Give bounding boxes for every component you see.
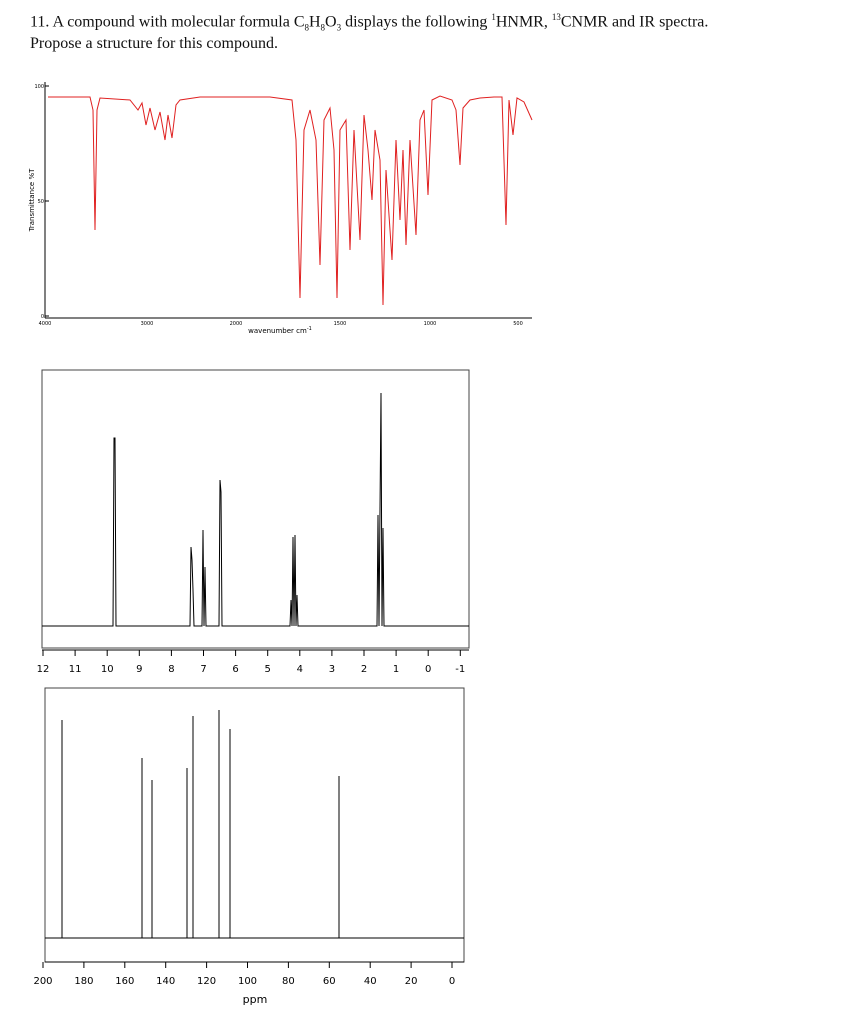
text: displays the following	[341, 13, 492, 31]
superscript: 1	[491, 12, 496, 22]
x-tick-label: 120	[197, 976, 216, 987]
text: HNMR,	[495, 13, 552, 31]
y-tick-label: 50	[38, 199, 44, 205]
ir-trace	[48, 95, 533, 306]
hnmr-trace	[42, 392, 469, 627]
x-tick-label: 0	[449, 976, 455, 987]
x-tick-label: 0	[425, 664, 431, 675]
question-number: 11.	[30, 13, 50, 31]
x-tick-label: 3	[329, 664, 335, 675]
x-tick-label: 11	[69, 664, 82, 675]
x-axis-label: ppm	[243, 993, 268, 1006]
ir-spectrum: Transmittance %T wavenumber cm-1	[28, 82, 533, 335]
x-tick-label: 40	[364, 976, 377, 987]
question-line-2: Propose a structure for this compound.	[30, 35, 278, 52]
subscript: 3	[336, 22, 342, 33]
text: O	[325, 13, 337, 31]
frame	[44, 687, 465, 963]
x-tick-label: 5	[265, 664, 271, 675]
x-tick-label: 200	[33, 976, 52, 987]
x-tick-label: 20	[405, 976, 418, 987]
x-tick-label: 500	[513, 321, 523, 327]
x-tick-label: 80	[282, 976, 295, 987]
label: wavenumber cm	[248, 327, 307, 335]
x-tick-label: 12	[37, 664, 50, 675]
y-tick-label: 100	[34, 84, 44, 90]
x-tick-label: 6	[232, 664, 238, 675]
text: CNMR and IR spectra.	[560, 13, 709, 31]
subscript: 8	[320, 22, 326, 33]
frame	[41, 369, 470, 649]
x-tick-label: 9	[136, 664, 142, 675]
x-tick-label: 4000	[39, 321, 52, 327]
y-tick-label: 0	[41, 314, 44, 320]
cnmr-peaks	[61, 710, 340, 938]
x-tick-label: 140	[156, 976, 175, 987]
x-tick-label: 2000	[230, 321, 243, 327]
x-tick-label: 100	[238, 976, 257, 987]
x-axis-label: wavenumber cm-1	[248, 326, 312, 335]
x-tick-label: 4	[297, 664, 303, 675]
x-tick-label: 3000	[141, 321, 154, 327]
x-tick-label: 160	[115, 976, 134, 987]
question-line-1: 11. A compound with molecular formula C8…	[30, 12, 708, 33]
x-tick-label: 1	[393, 664, 399, 675]
x-tick-label: -1	[455, 664, 465, 675]
x-tick-label: 10	[101, 664, 114, 675]
superscript: 13	[551, 12, 561, 22]
y-axis-label: Transmittance %T	[28, 168, 36, 233]
text: A compound with molecular formula C	[52, 13, 305, 31]
cnmr-spectrum: ppm	[44, 687, 465, 1006]
x-tick-label: 180	[74, 976, 93, 987]
hnmr-spectrum	[41, 369, 470, 651]
x-tick-label: 60	[323, 976, 336, 987]
x-tick-label: 1500	[334, 321, 347, 327]
x-tick-label: 1000	[424, 321, 437, 327]
x-tick-label: 8	[168, 664, 174, 675]
text: H	[308, 13, 321, 31]
subscript: 8	[304, 22, 309, 33]
superscript: -1	[307, 326, 312, 332]
x-tick-label: 2	[361, 664, 367, 675]
x-tick-label: 7	[200, 664, 206, 675]
